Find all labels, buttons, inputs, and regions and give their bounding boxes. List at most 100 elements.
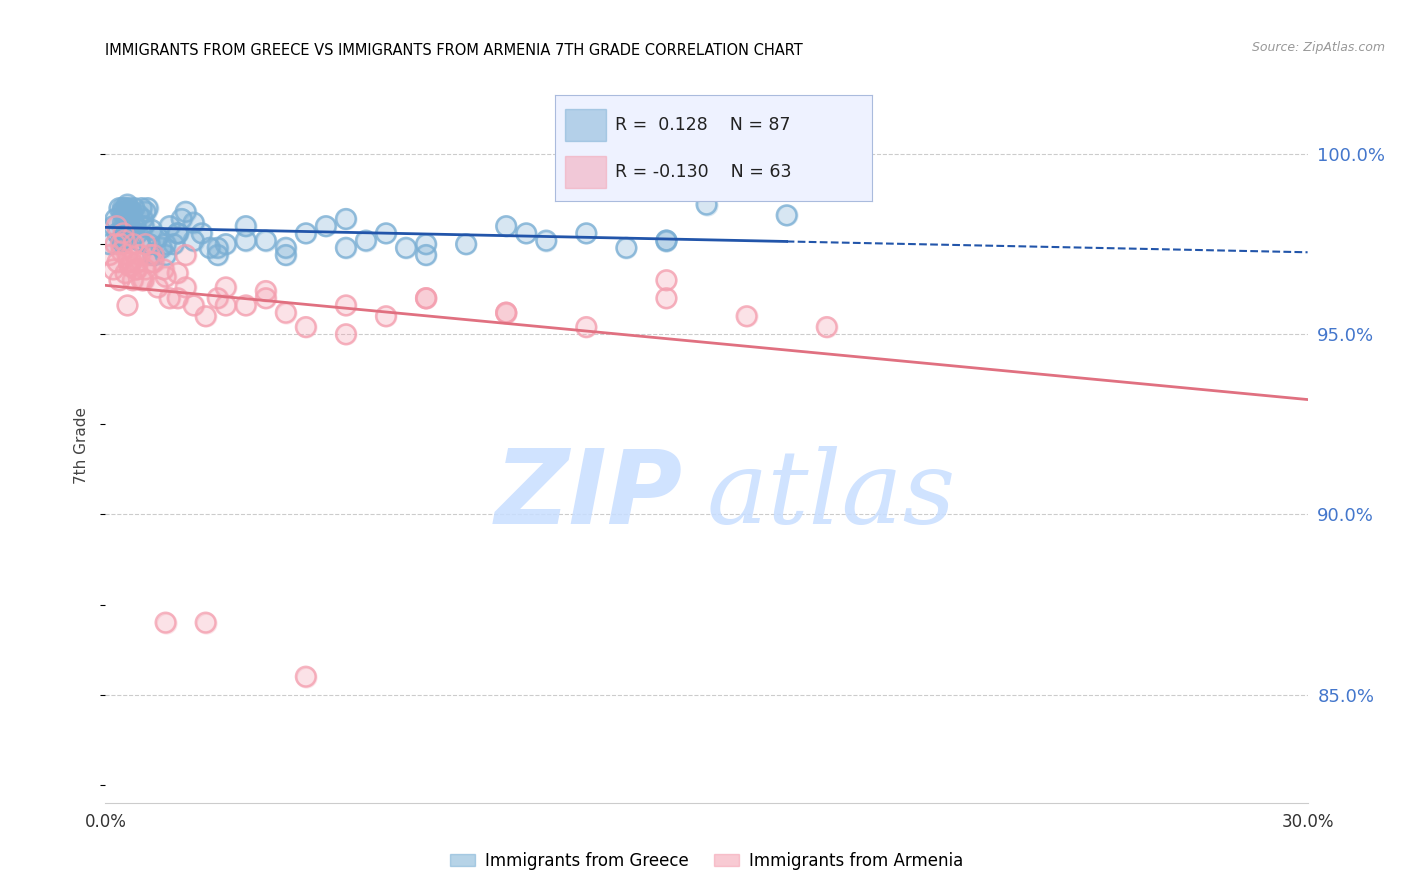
Point [159, 219, 181, 234]
Point [121, 273, 143, 287]
Point [120, 204, 142, 219]
Point [121, 204, 143, 219]
Point [395, 241, 418, 255]
Point [616, 241, 638, 255]
Point [112, 219, 135, 234]
Point [254, 284, 277, 298]
Point [655, 291, 678, 305]
Point [112, 230, 135, 244]
Point [575, 227, 598, 241]
Point [194, 615, 217, 630]
Point [174, 248, 197, 262]
Point [112, 215, 135, 229]
Point [98, 248, 121, 262]
Point [132, 273, 155, 287]
Point [135, 204, 157, 219]
Point [166, 227, 188, 241]
Point [315, 219, 337, 234]
Point [495, 306, 517, 320]
Point [112, 208, 135, 222]
Point [117, 215, 139, 229]
Point [127, 227, 149, 241]
Point [115, 204, 138, 219]
Point [190, 227, 212, 241]
Point [183, 298, 205, 312]
Point [166, 227, 188, 241]
Point [415, 291, 437, 305]
Point [166, 291, 188, 305]
Point [124, 201, 146, 215]
Point [120, 223, 142, 237]
Point [103, 262, 125, 277]
Point [110, 234, 132, 248]
Point [98, 237, 121, 252]
Point [111, 204, 134, 219]
Point [114, 208, 136, 222]
Point [138, 248, 160, 262]
Point [174, 204, 197, 219]
Point [235, 234, 257, 248]
Point [207, 291, 229, 305]
Point [146, 230, 169, 244]
Point [207, 291, 229, 305]
Point [335, 211, 357, 226]
Point [335, 327, 357, 342]
Point [117, 215, 139, 229]
Point [127, 255, 149, 269]
Point [132, 219, 155, 234]
Point [374, 227, 398, 241]
Point [274, 248, 297, 262]
Point [575, 227, 598, 241]
Point [131, 201, 153, 215]
Point [155, 269, 177, 284]
Point [132, 211, 155, 226]
Point [136, 201, 159, 215]
Point [166, 291, 188, 305]
Text: R =  0.128    N = 87: R = 0.128 N = 87 [616, 116, 792, 134]
Point [696, 197, 718, 211]
Point [575, 320, 598, 334]
Text: atlas: atlas [707, 447, 956, 545]
Point [112, 208, 135, 222]
Point [207, 248, 229, 262]
Point [118, 259, 141, 273]
Point [335, 298, 357, 312]
Point [141, 223, 163, 237]
Point [166, 266, 188, 280]
Point [207, 248, 229, 262]
Point [121, 255, 143, 269]
Point [117, 298, 139, 312]
Point [127, 255, 149, 269]
Point [146, 230, 169, 244]
Point [132, 273, 155, 287]
Point [495, 219, 517, 234]
Point [415, 237, 437, 252]
Point [118, 201, 141, 215]
Point [295, 320, 318, 334]
Point [155, 248, 177, 262]
Point [111, 204, 134, 219]
Point [495, 306, 517, 320]
Point [515, 227, 537, 241]
Point [118, 255, 141, 269]
Point [815, 320, 838, 334]
Point [194, 615, 217, 630]
Point [142, 255, 165, 269]
Point [114, 234, 136, 248]
Point [515, 227, 537, 241]
Point [152, 262, 174, 277]
Point [117, 230, 139, 244]
Point [122, 215, 145, 229]
Point [115, 215, 138, 229]
Point [103, 219, 125, 234]
Point [128, 208, 150, 222]
Point [295, 320, 318, 334]
Text: IMMIGRANTS FROM GREECE VS IMMIGRANTS FROM ARMENIA 7TH GRADE CORRELATION CHART: IMMIGRANTS FROM GREECE VS IMMIGRANTS FRO… [105, 43, 803, 58]
Point [120, 204, 142, 219]
Point [107, 255, 129, 269]
Point [174, 280, 197, 294]
Point [142, 248, 165, 262]
Point [135, 262, 157, 277]
Point [415, 237, 437, 252]
Point [108, 201, 131, 215]
